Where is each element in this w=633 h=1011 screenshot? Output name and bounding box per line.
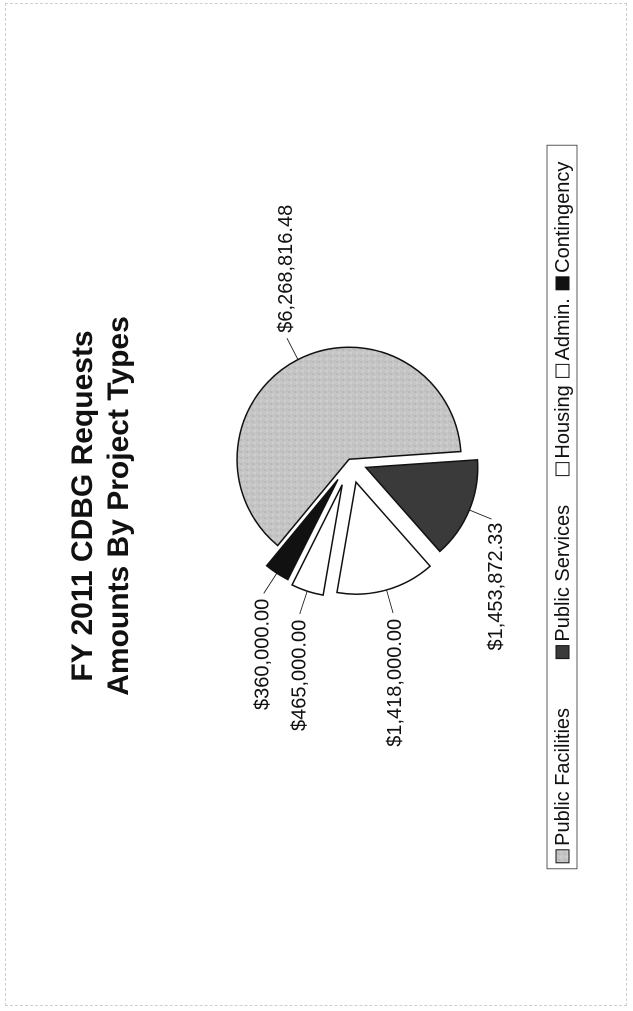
pie-slice-public-facilities (236, 346, 462, 547)
legend-swatch (555, 462, 570, 477)
legend-entry: Admin. (552, 298, 574, 360)
legend-entry: Housing (552, 385, 574, 458)
data-label: $465,000.00 (288, 620, 310, 731)
leader-line (263, 573, 278, 594)
data-label: $360,000.00 (252, 599, 274, 710)
legend-swatch (555, 849, 570, 864)
chart-title: FY 2011 CDBG Requests (66, 330, 99, 681)
legend-entry: Public Services (552, 505, 574, 642)
chart-subtitle: Amounts By Project Types (102, 316, 135, 696)
page-border (5, 3, 627, 1006)
leader-line (299, 591, 308, 615)
leader-line (286, 338, 299, 360)
legend-swatch (555, 645, 570, 660)
legend-swatch (555, 363, 570, 378)
legend-entry: Public Facilities (552, 708, 574, 846)
pie-slice-contingency (265, 478, 339, 581)
legend-swatch (555, 276, 570, 291)
leader-line (386, 589, 394, 614)
data-label: $1,418,000.00 (384, 619, 406, 747)
pie-slice-public-services (364, 458, 479, 553)
leader-line (469, 509, 492, 520)
legend: Public Facilities Public Services Housing A… (546, 144, 578, 870)
legend-entry: Contingency (552, 162, 574, 273)
legend-box (546, 144, 578, 870)
data-label: $6,268,816.48 (275, 205, 297, 333)
data-label: $1,453,872.33 (485, 523, 507, 651)
